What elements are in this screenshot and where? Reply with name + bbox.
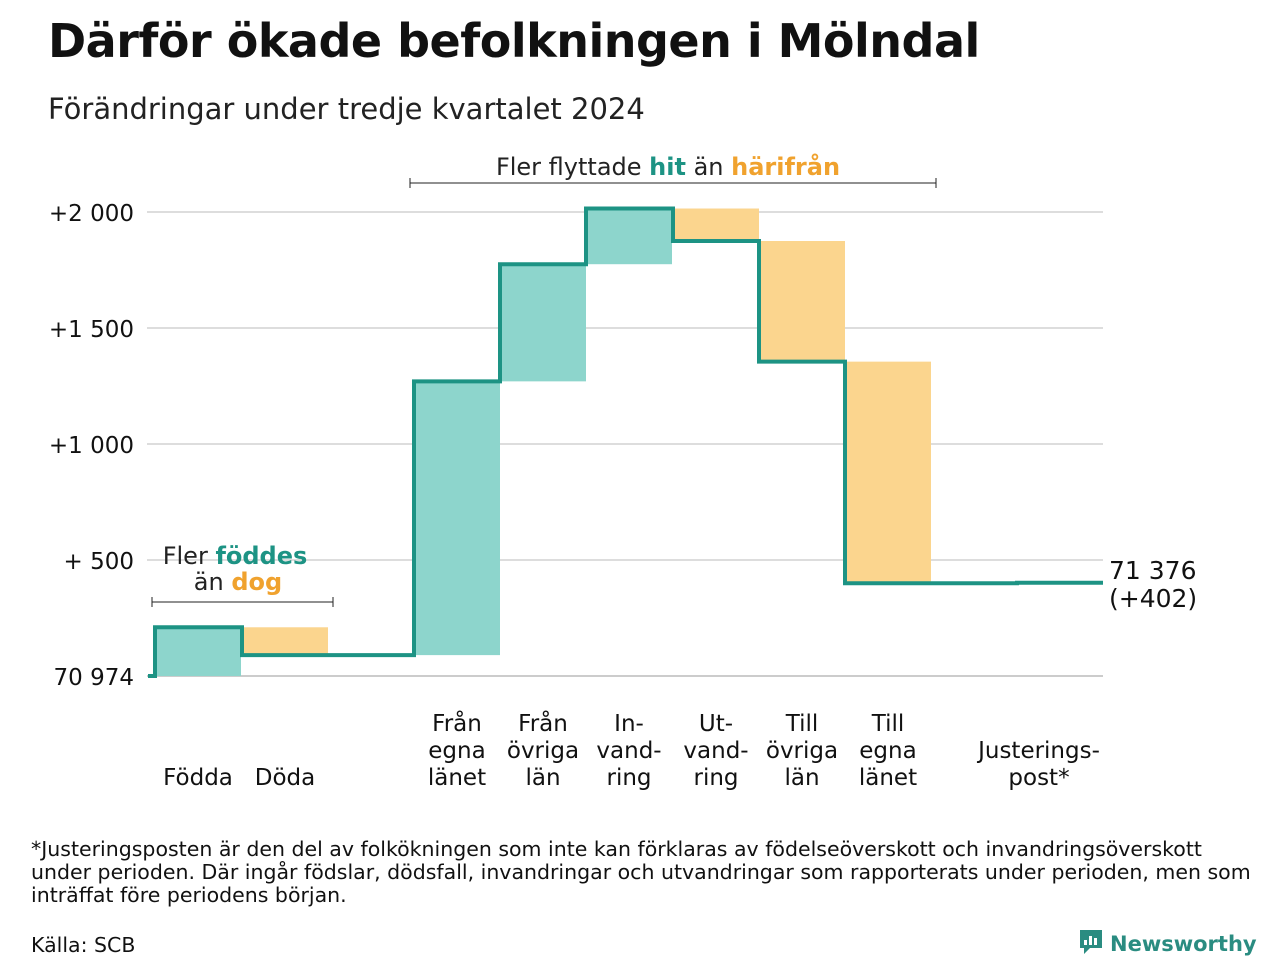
source-label: Källa: SCB [31, 933, 136, 957]
x-tick-label: egna [859, 738, 916, 764]
x-tick-label: Från [432, 709, 482, 737]
waterfall-bar [759, 241, 845, 362]
x-tick-label: Ut- [699, 711, 733, 737]
births-annotation-line2: än dog [194, 568, 282, 596]
waterfall-chart: 70 974 + 500 +1 000 +1 500 +2 000 Födda Döda F… [49, 152, 1197, 791]
y-tick-label: + 500 [64, 549, 134, 575]
x-tick-label: Från [518, 709, 568, 737]
y-axis-ticks: 70 974 + 500 +1 000 +1 500 +2 000 [49, 201, 134, 691]
x-tick-label: vand- [683, 738, 748, 764]
x-tick-label: Döda [255, 765, 315, 791]
x-tick-label: länet [428, 765, 486, 791]
x-tick-label: Justerings- [976, 738, 1100, 764]
waterfall-bar [414, 381, 500, 656]
y-tick-label: +1 000 [49, 433, 134, 459]
end-change-label: (+402) [1109, 584, 1197, 613]
migration-annotation-text: Fler flyttade hit än härifrån [496, 152, 840, 181]
x-tick-label: egna [428, 738, 485, 764]
x-tick-label: Födda [163, 765, 233, 791]
births-annotation-line1: Fler föddes [163, 542, 308, 570]
x-tick-label: vand- [596, 738, 661, 764]
x-tick-label: In- [614, 711, 644, 737]
x-tick-label: övriga [507, 738, 579, 764]
waterfall-bar [845, 361, 931, 584]
brand-name: Newsworthy [1110, 932, 1257, 956]
cumulative-line-layer [148, 206, 1103, 678]
end-value-label: 71 376 [1109, 556, 1196, 585]
waterfall-bar [155, 627, 241, 676]
x-tick-label: övriga [766, 738, 838, 764]
y-tick-label: +2 000 [49, 201, 134, 227]
waterfall-bar [500, 264, 586, 382]
x-tick-label: länet [859, 765, 917, 791]
chart-title: Därför ökade befolkningen i Mölndal [48, 14, 980, 68]
x-tick-label: ring [606, 765, 651, 791]
waterfall-bar [242, 627, 328, 656]
footnote: *Justeringsposten är den del av folkökni… [31, 837, 1251, 907]
waterfall-bar [673, 208, 759, 241]
bars-layer [155, 208, 931, 676]
brand-logo: Newsworthy [1078, 928, 1257, 960]
y-tick-label: 70 974 [54, 665, 134, 691]
x-axis-labels: Födda DödaFrånegnalänetFrånövrigalänIn-va… [163, 709, 1100, 791]
x-tick-label: post* [1008, 765, 1069, 791]
x-tick-label: Till [871, 711, 905, 737]
y-tick-label: +1 500 [49, 317, 134, 343]
x-tick-label: ring [693, 765, 738, 791]
migration-annotation: Fler flyttade hit än härifrån [409, 152, 937, 188]
chart-subtitle: Förändringar under tredje kvartalet 2024 [48, 92, 645, 126]
cumulative-step-line [148, 206, 1103, 678]
grid-layer [147, 211, 1103, 677]
x-tick-label: län [784, 765, 819, 791]
births-annotation: Fler föddes än dog [151, 542, 334, 607]
newsworthy-logo-icon [1078, 928, 1104, 960]
waterfall-bar [586, 208, 672, 265]
x-tick-label: Till [785, 711, 819, 737]
x-tick-label: län [525, 765, 560, 791]
